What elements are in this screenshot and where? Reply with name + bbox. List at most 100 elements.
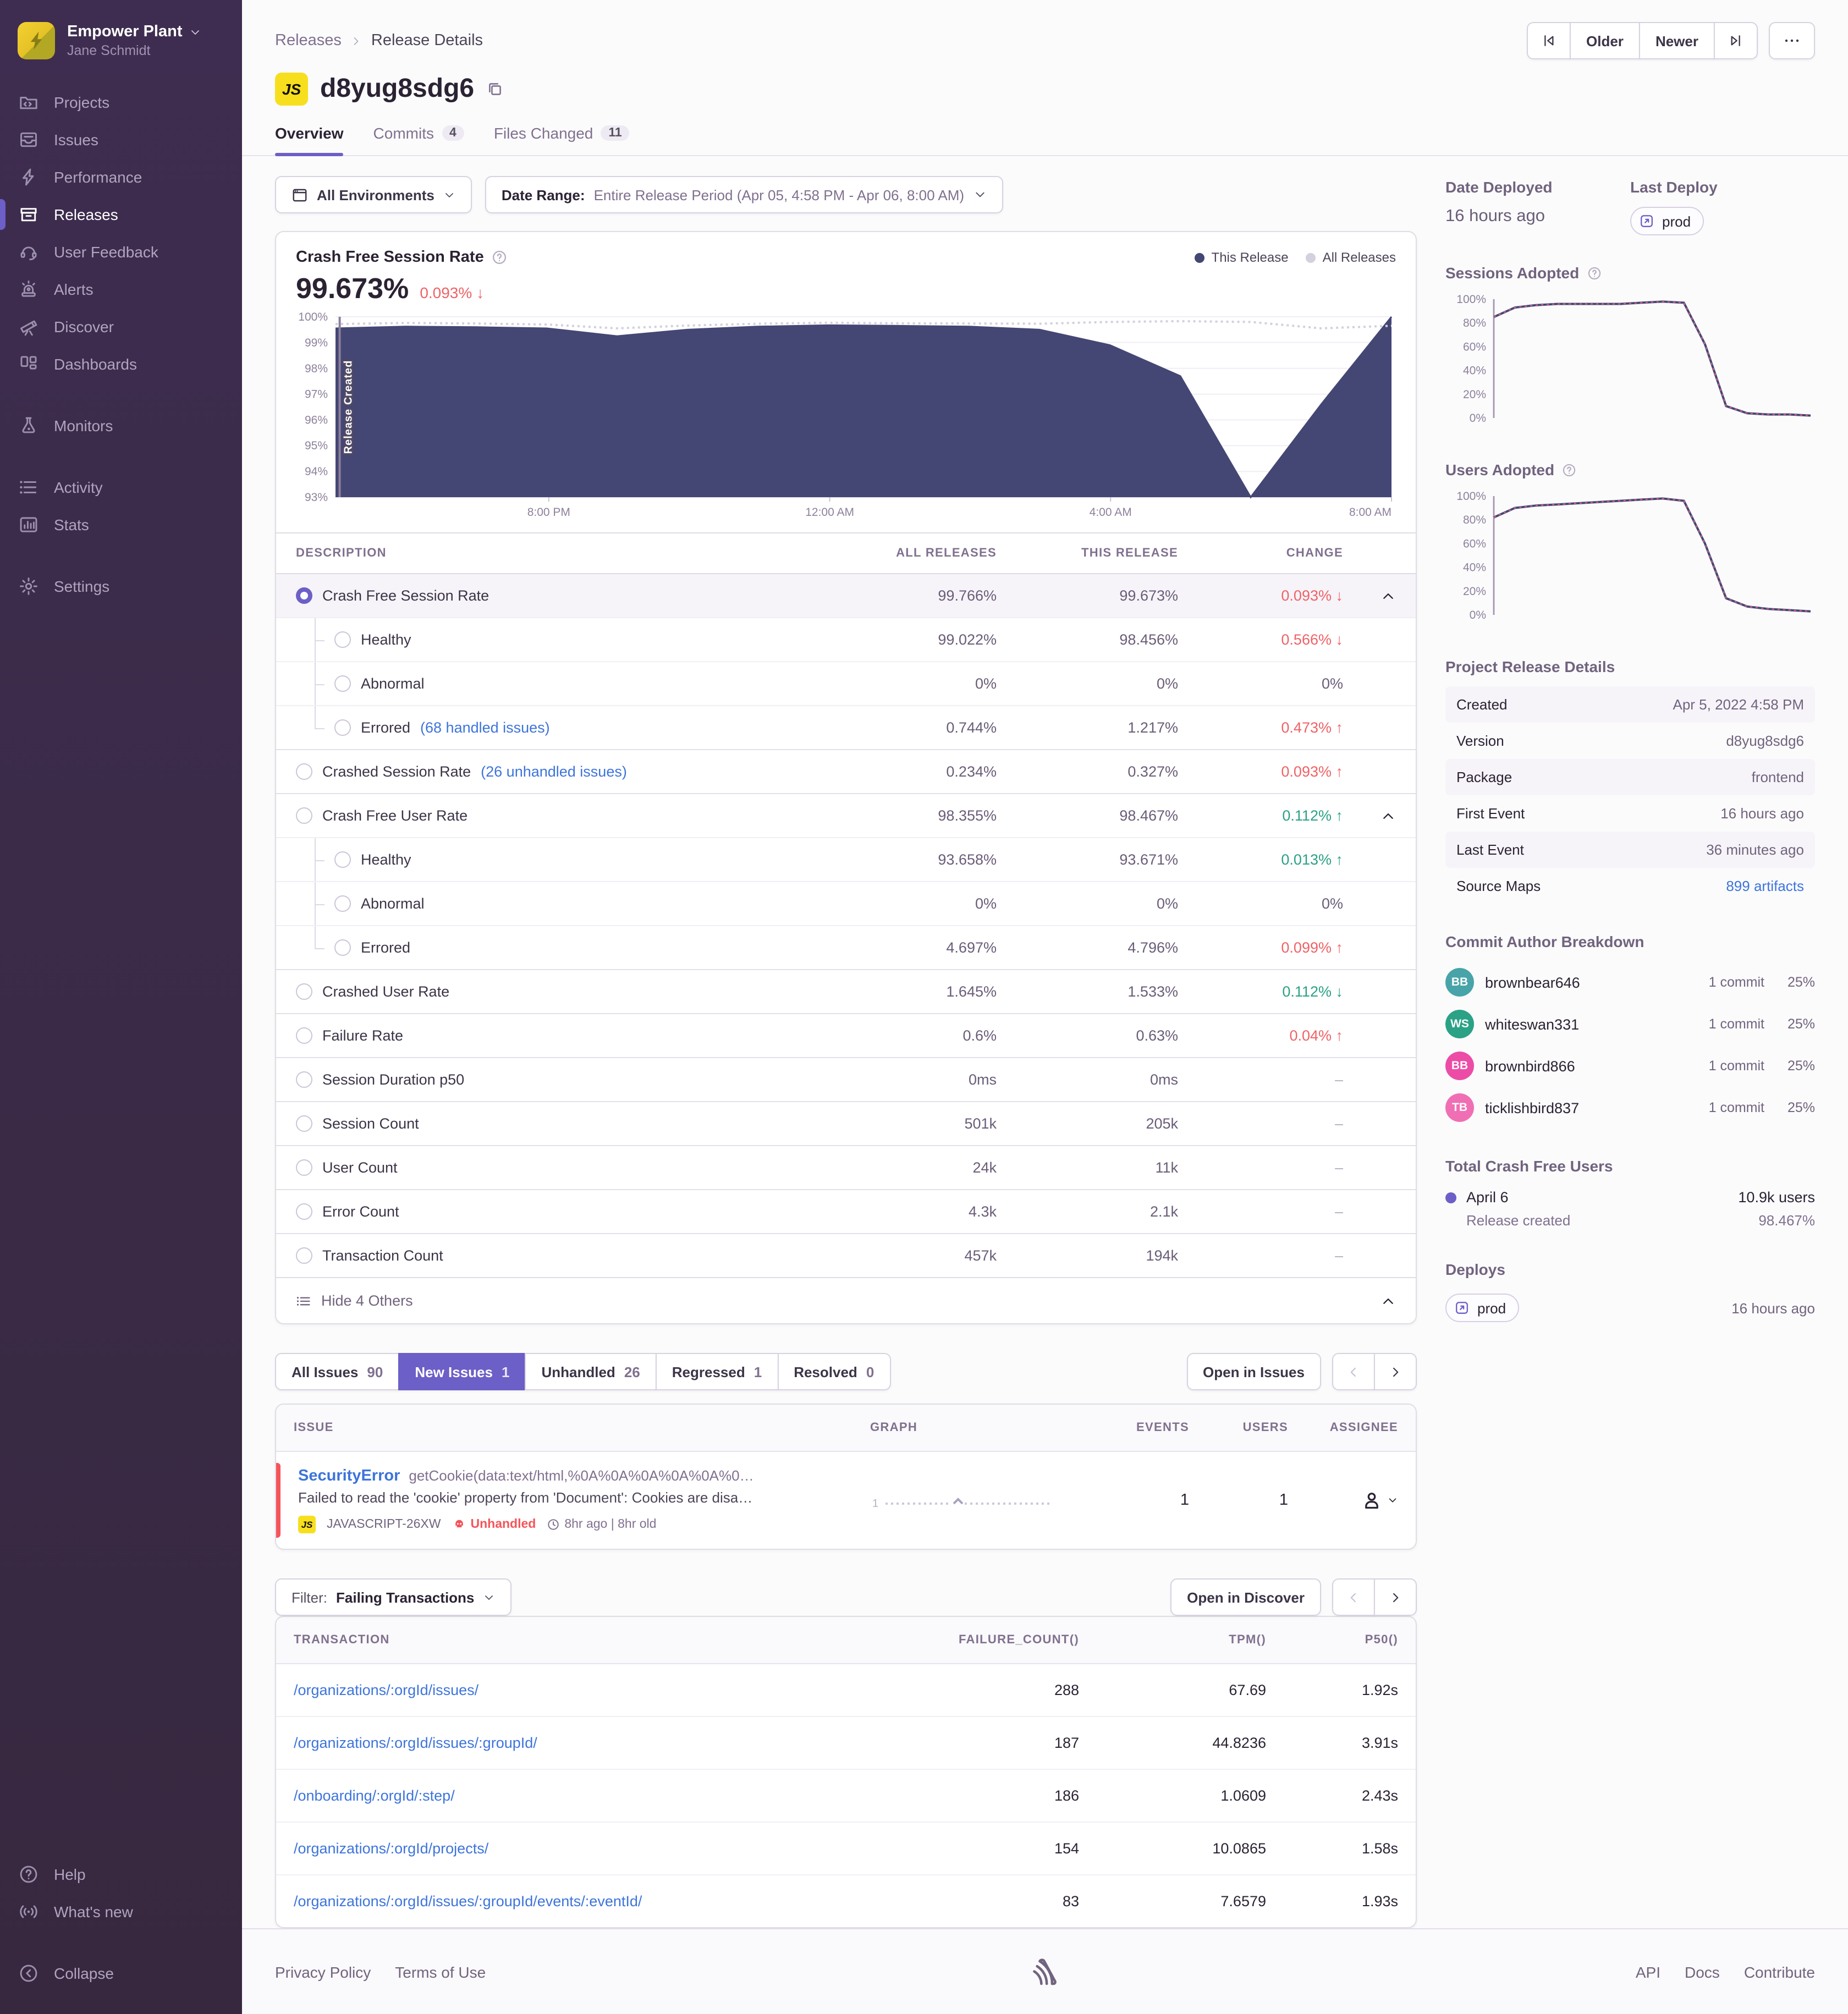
sidebar-item-discover[interactable]: Discover — [0, 308, 242, 345]
metric-radio[interactable] — [334, 851, 351, 868]
issues-tab-new-issues[interactable]: New Issues 1 — [398, 1353, 526, 1390]
sidebar-item-stats[interactable]: Stats — [0, 506, 242, 543]
legend-all-releases[interactable]: All Releases — [1306, 250, 1396, 265]
sessions-adopted-chart: 100% 80% 60% 40% 20% 0% — [1456, 293, 1811, 425]
metric-row-failure-rate[interactable]: Failure Rate 0.6% 0.63% 0.04% ↑ — [276, 1013, 1416, 1057]
transactions-filter[interactable]: Filter: Failing Transactions — [275, 1578, 512, 1616]
sidebar-item-help[interactable]: Help — [0, 1856, 242, 1893]
transactions-prev-button[interactable] — [1332, 1578, 1375, 1616]
sidebar-item-alerts[interactable]: Alerts — [0, 271, 242, 308]
legend-this-release[interactable]: This Release — [1195, 250, 1289, 265]
metric-row-crash-free-session-rate[interactable]: Crash Free Session Rate 99.766% 99.673% 0.0… — [276, 574, 1416, 617]
metric-row-healthy[interactable]: Healthy 93.658% 93.671% 0.013% ↑ — [276, 837, 1416, 881]
assignee-selector[interactable] — [1288, 1489, 1398, 1511]
metric-row-user-count[interactable]: User Count 24k 11k – — [276, 1145, 1416, 1189]
metric-row-healthy[interactable]: Healthy 99.022% 98.456% 0.566% ↓ — [276, 617, 1416, 661]
newer-button[interactable]: Newer — [1638, 22, 1715, 59]
hide-others-toggle[interactable]: Hide 4 Others — [276, 1277, 1416, 1323]
deploy-badge[interactable]: prod — [1445, 1294, 1520, 1322]
sidebar-item-releases[interactable]: Releases — [0, 196, 242, 233]
metric-radio[interactable] — [334, 939, 351, 956]
help-icon[interactable] — [1562, 463, 1576, 477]
oldest-button[interactable] — [1527, 22, 1571, 59]
sidebar-item-dashboards[interactable]: Dashboards — [0, 345, 242, 383]
issue-title-link[interactable]: SecurityError — [298, 1467, 400, 1485]
tab-files-changed[interactable]: Files Changed 11 — [494, 124, 630, 155]
sidebar-item-collapse[interactable]: Collapse — [0, 1955, 242, 1992]
issues-tab-all-issues[interactable]: All Issues 90 — [275, 1353, 400, 1390]
help-icon[interactable] — [492, 250, 507, 265]
issues-prev-button[interactable] — [1332, 1353, 1375, 1390]
older-button[interactable]: Older — [1570, 22, 1640, 59]
transaction-link[interactable]: /organizations/:orgId/issues/:groupId/ — [294, 1735, 537, 1751]
platform-js-badge: JS — [275, 73, 308, 106]
sidebar-item-issues[interactable]: Issues — [0, 121, 242, 158]
tab-commits[interactable]: Commits 4 — [373, 124, 464, 155]
open-in-discover-button[interactable]: Open in Discover — [1170, 1578, 1321, 1616]
sidebar-item-whats-new[interactable]: What's new — [0, 1893, 242, 1930]
metric-radio[interactable] — [296, 763, 312, 780]
transaction-link[interactable]: /organizations/:orgId/issues/ — [294, 1682, 479, 1698]
copy-icon[interactable] — [486, 80, 504, 98]
metric-row-crashed-user-rate[interactable]: Crashed User Rate 1.645% 1.533% 0.112% ↓ — [276, 969, 1416, 1013]
issues-tab-resolved[interactable]: Resolved 0 — [777, 1353, 891, 1390]
chevron-up-icon[interactable] — [1380, 808, 1396, 823]
metric-radio[interactable] — [296, 1203, 312, 1220]
chevron-up-icon[interactable] — [1380, 588, 1396, 603]
transactions-next-button[interactable] — [1374, 1578, 1417, 1616]
metric-row-abnormal[interactable]: Abnormal 0% 0% 0% — [276, 881, 1416, 925]
metric-row-abnormal[interactable]: Abnormal 0% 0% 0% — [276, 661, 1416, 705]
footer-link-contribute[interactable]: Contribute — [1744, 1963, 1815, 1981]
footer-link-privacy-policy[interactable]: Privacy Policy — [275, 1963, 371, 1981]
metric-radio[interactable] — [296, 807, 312, 824]
metric-row-crashed-session-rate[interactable]: Crashed Session Rate (26 unhandled issue… — [276, 749, 1416, 793]
metric-radio[interactable] — [296, 1027, 312, 1044]
metric-row-crash-free-user-rate[interactable]: Crash Free User Rate 98.355% 98.467% 0.112%… — [276, 793, 1416, 837]
metric-issues-link[interactable]: (26 unhandled issues) — [481, 763, 627, 780]
sidebar-item-settings[interactable]: Settings — [0, 568, 242, 605]
deploy-badge[interactable]: prod — [1630, 207, 1704, 235]
metric-row-session-duration-p50[interactable]: Session Duration p50 0ms 0ms – — [276, 1057, 1416, 1101]
sidebar-item-performance[interactable]: Performance — [0, 158, 242, 196]
transaction-link[interactable]: /organizations/:orgId/projects/ — [294, 1840, 489, 1857]
footer-link-terms-of-use[interactable]: Terms of Use — [395, 1963, 486, 1981]
metric-radio[interactable] — [296, 1115, 312, 1132]
metric-radio[interactable] — [334, 675, 351, 692]
open-in-issues-button[interactable]: Open in Issues — [1186, 1353, 1321, 1390]
sidebar-item-projects[interactable]: Projects — [0, 84, 242, 121]
sidebar-item-monitors[interactable]: Monitors — [0, 407, 242, 444]
metric-radio[interactable] — [334, 895, 351, 912]
metric-radio[interactable] — [334, 631, 351, 648]
issues-tab-regressed[interactable]: Regressed 1 — [655, 1353, 779, 1390]
metric-row-transaction-count[interactable]: Transaction Count 457k 194k – — [276, 1233, 1416, 1277]
sidebar-item-activity[interactable]: Activity — [0, 469, 242, 506]
issues-next-button[interactable] — [1374, 1353, 1417, 1390]
footer-link-docs[interactable]: Docs — [1685, 1963, 1720, 1981]
metric-issues-link[interactable]: (68 handled issues) — [420, 719, 550, 736]
metric-radio[interactable] — [296, 1071, 312, 1088]
footer-link-api[interactable]: API — [1635, 1963, 1660, 1981]
issue-row[interactable]: SecurityError getCookie(data:text/html,%… — [276, 1452, 1416, 1549]
metric-row-session-count[interactable]: Session Count 501k 205k – — [276, 1101, 1416, 1145]
svg-text:4:00 AM: 4:00 AM — [1090, 506, 1132, 519]
metric-radio[interactable] — [296, 1159, 312, 1176]
metric-row-errored[interactable]: Errored (68 handled issues) 0.744% 1.217% 0… — [276, 705, 1416, 749]
org-switcher[interactable]: Empower Plant Jane Schmidt — [0, 18, 242, 59]
date-range-filter[interactable]: Date Range: Entire Release Period (Apr 0… — [485, 176, 1003, 213]
newest-button[interactable] — [1714, 22, 1758, 59]
breadcrumb-releases[interactable]: Releases — [275, 32, 342, 49]
metric-row-errored[interactable]: Errored 4.697% 4.796% 0.099% ↑ — [276, 925, 1416, 969]
metric-radio[interactable] — [334, 719, 351, 736]
metric-radio[interactable] — [296, 1247, 312, 1264]
metric-row-error-count[interactable]: Error Count 4.3k 2.1k – — [276, 1189, 1416, 1233]
issues-tab-unhandled[interactable]: Unhandled 26 — [525, 1353, 657, 1390]
metric-radio[interactable] — [296, 983, 312, 1000]
tab-overview[interactable]: Overview — [275, 124, 344, 156]
more-button[interactable] — [1769, 22, 1815, 59]
sidebar-item-user-feedback[interactable]: User Feedback — [0, 233, 242, 271]
transaction-link[interactable]: /organizations/:orgId/issues/:groupId/ev… — [294, 1893, 642, 1910]
transaction-link[interactable]: /onboarding/:orgId/:step/ — [294, 1787, 455, 1804]
environment-filter[interactable]: All Environments — [275, 176, 472, 213]
help-icon[interactable] — [1587, 266, 1601, 280]
metric-radio[interactable] — [296, 587, 312, 604]
